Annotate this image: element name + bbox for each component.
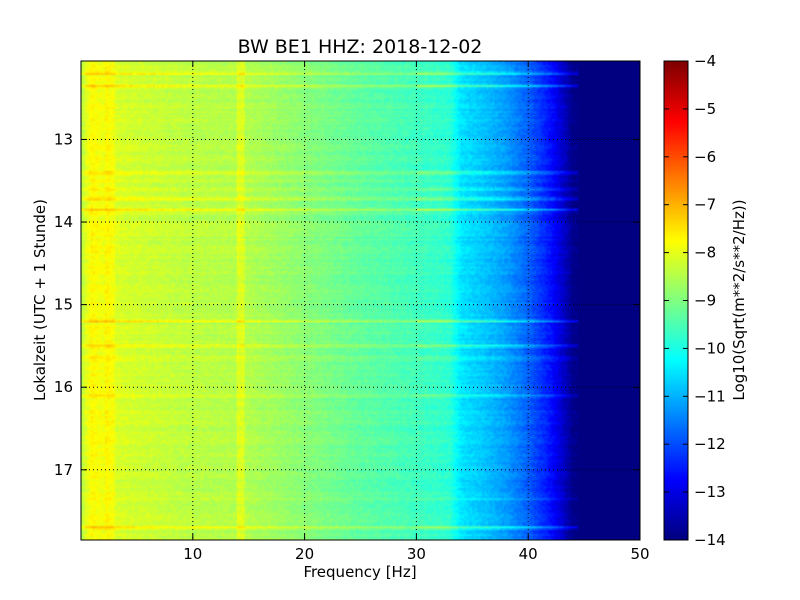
colorbar: −4 −5 −6 −7 −8 −9 −10 −11 −12 −13 −14 [663, 52, 726, 549]
colorbar-ticks: −4 −5 −6 −7 −8 −9 −10 −11 −12 −13 −14 [664, 52, 726, 549]
plot-area: 10 20 30 40 50 13 14 15 16 17 [54, 60, 650, 563]
colorbar-tick-label: −4 [694, 52, 716, 70]
x-tick-label: 50 [630, 545, 649, 563]
y-tick-label: 16 [54, 378, 73, 396]
colorbar-tick-label: −12 [694, 435, 726, 453]
chart-title: BW BE1 HHZ: 2018-12-02 [238, 36, 483, 58]
colorbar-tick-label: −9 [694, 292, 716, 310]
x-axis-label: Frequency [Hz] [303, 563, 416, 581]
x-tick-label: 30 [407, 545, 426, 563]
plot-frame [80, 60, 641, 541]
colorbar-tick-label: −6 [694, 148, 716, 166]
y-tick-label: 17 [54, 461, 73, 479]
x-axis-ticks: 10 20 30 40 50 [183, 61, 650, 563]
colorbar-tick-label: −11 [694, 387, 726, 405]
colorbar-tick-label: −13 [694, 483, 726, 501]
colorbar-label: Log10(Sqrt(m**2/s**2/Hz)) [730, 199, 748, 400]
y-axis-ticks: 13 14 15 16 17 [54, 130, 640, 479]
spectrogram-heatmap [81, 61, 640, 540]
x-tick-label: 10 [183, 545, 202, 563]
x-tick-label: 20 [295, 545, 314, 563]
colorbar-tick-label: −7 [694, 196, 716, 214]
y-tick-label: 13 [54, 130, 73, 148]
y-tick-label: 15 [54, 296, 73, 314]
colorbar-tick-label: −5 [694, 100, 716, 118]
colorbar-tick-label: −10 [694, 339, 726, 357]
colorbar-tick-label: −8 [694, 244, 716, 262]
y-tick-label: 14 [54, 213, 73, 231]
x-tick-label: 40 [519, 545, 538, 563]
colorbar-tick-label: −14 [694, 531, 726, 549]
y-axis-label: Lokalzeit (UTC + 1 Stunde) [31, 199, 49, 401]
